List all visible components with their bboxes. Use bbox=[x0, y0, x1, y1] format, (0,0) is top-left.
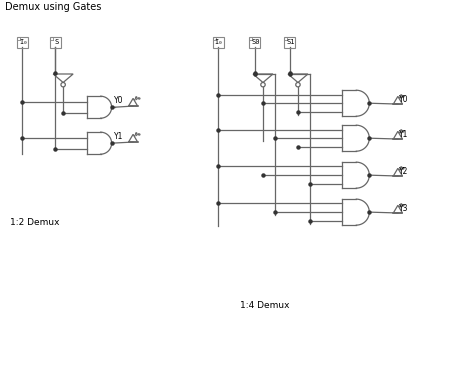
Text: Demux using Gates: Demux using Gates bbox=[5, 2, 101, 12]
Text: Y0: Y0 bbox=[114, 96, 123, 105]
Circle shape bbox=[261, 83, 265, 87]
Text: S0: S0 bbox=[252, 39, 260, 45]
Text: Y1: Y1 bbox=[399, 130, 408, 139]
Text: S1: S1 bbox=[287, 39, 295, 45]
Circle shape bbox=[61, 83, 65, 87]
Text: Y1: Y1 bbox=[114, 132, 123, 141]
Text: 1:2 Demux: 1:2 Demux bbox=[10, 218, 60, 227]
Bar bbox=[284, 37, 295, 48]
Text: Y3: Y3 bbox=[399, 203, 409, 213]
Text: S: S bbox=[54, 39, 58, 45]
Bar bbox=[17, 37, 27, 48]
Circle shape bbox=[296, 83, 300, 87]
Text: I₀: I₀ bbox=[215, 39, 223, 45]
Bar bbox=[50, 37, 61, 48]
Text: 1:4 Demux: 1:4 Demux bbox=[240, 301, 290, 310]
Bar bbox=[212, 37, 224, 48]
Text: Y2: Y2 bbox=[399, 167, 408, 176]
Text: Y0: Y0 bbox=[399, 95, 409, 104]
Text: I₀: I₀ bbox=[19, 39, 27, 45]
Bar bbox=[249, 37, 261, 48]
